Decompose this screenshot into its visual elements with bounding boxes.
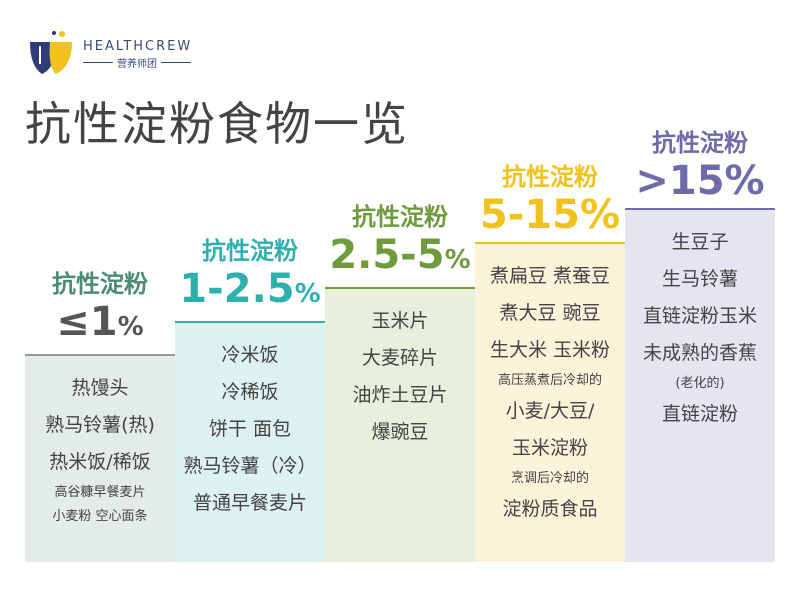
range-unit: %	[444, 245, 471, 275]
food-item: 直链淀粉	[661, 403, 738, 425]
column-box: 玉米片大麦碎片油炸土豆片爆豌豆	[325, 287, 475, 562]
food-item: 高谷糠早餐麦片	[54, 485, 146, 500]
brand-sub-text: 营养师团	[113, 59, 161, 70]
food-item: (老化的)	[675, 376, 725, 391]
food-item: 熟马铃薯(热)	[45, 414, 155, 436]
food-item: 热馒头	[71, 377, 129, 399]
logo-icon	[30, 31, 72, 74]
food-item: 普通早餐麦片	[192, 492, 307, 514]
brand: HEALTHCREW	[83, 39, 193, 54]
food-item: 热米饭/稀饭	[49, 451, 151, 473]
food-item: 小麦粉 空心面条	[52, 509, 148, 524]
column-box: 热馒头熟马铃薯(热) 热米饭/稀饭高谷糠早餐麦片 小麦粉 空心面条	[25, 354, 175, 562]
food-item: 烹调后冷却的	[510, 471, 589, 486]
food-item: 生马铃薯	[661, 268, 738, 290]
range-value: >15	[635, 158, 725, 204]
column-label: 抗性淀粉	[352, 203, 448, 231]
column-box: 煮扁豆 煮蚕豆 煮大豆 豌豆 生大米 玉米粉高压蒸煮后冷却的小麦/大豆/玉米淀粉烹调…	[475, 242, 625, 562]
range-unit: %	[724, 158, 765, 204]
range-value: 2.5-5	[329, 232, 445, 278]
food-item: 冷稀饭	[221, 381, 279, 403]
range-unit: %	[117, 312, 144, 342]
range: 2.5-5%	[325, 232, 475, 283]
food-item: 爆豌豆	[371, 421, 429, 443]
column: 抗性淀粉 ≤1% 热馒头熟马铃薯(热) 热米饭/稀饭高谷糠早餐麦片 小麦粉 空心面条	[25, 254, 175, 562]
range-value: 1-2.5	[179, 266, 295, 312]
column: 抗性淀粉 2.5-5% 玉米片 大麦碎片 油炸土豆片 爆豌豆	[325, 187, 475, 562]
range-value: ≤1	[56, 299, 118, 345]
food-item: 煮扁豆 煮蚕豆	[489, 265, 611, 287]
column: 抗性淀粉 >15% 生豆子生马铃薯直链淀粉玉米 未成熟的香蕉 (老化的) 直链淀粉	[625, 108, 775, 562]
food-item: 高压蒸煮后冷却的	[497, 373, 602, 388]
column-head: 抗性淀粉 ≤1%	[25, 254, 175, 354]
brand-sub: 营养师团	[83, 55, 191, 70]
food-item: 未成熟的香蕉	[642, 342, 757, 364]
title: 抗性淀粉食物一览	[25, 97, 409, 151]
food-item: 熟马铃薯（冷）	[183, 455, 317, 477]
food-item: 煮大豆 豌豆	[499, 302, 601, 324]
range-value: 5-15	[479, 192, 581, 238]
food-item: 生大米 玉米粉	[489, 339, 611, 361]
range: 1-2.5%	[175, 266, 325, 317]
range: ≤1%	[25, 299, 175, 350]
range: 5-15%	[475, 192, 625, 238]
column-label: 抗性淀粉	[52, 270, 148, 298]
column-box: 冷米饭冷稀饭饼干 面包熟马铃薯（冷） 普通早餐麦片	[175, 321, 325, 562]
column-label: 抗性淀粉	[202, 237, 298, 265]
food-item: 玉米淀粉	[511, 437, 588, 459]
food-item: 淀粉质食品	[502, 498, 598, 520]
column-label: 抗性淀粉	[652, 129, 748, 157]
food-item: 饼干 面包	[208, 418, 292, 440]
column-head: 抗性淀粉 >15%	[625, 108, 775, 208]
column: 抗性淀粉 5-15% 煮扁豆 煮蚕豆 煮大豆 豌豆 生大米 玉米粉 高压蒸煮后冷却的 小麦/…	[475, 142, 625, 562]
column-label: 抗性淀粉	[502, 163, 598, 191]
food-item: 生豆子	[671, 231, 729, 253]
food-item: 大麦碎片	[361, 347, 438, 369]
column: 抗性淀粉 1-2.5% 冷米饭冷稀饭饼干 面包熟马铃薯（冷） 普通早餐麦片	[175, 221, 325, 562]
food-item: 直链淀粉玉米	[642, 305, 757, 327]
range-unit: %	[294, 279, 321, 309]
column-head: 抗性淀粉 2.5-5%	[325, 187, 475, 287]
column-box: 生豆子生马铃薯直链淀粉玉米 未成熟的香蕉 (老化的) 直链淀粉	[625, 208, 775, 562]
food-item: 油炸土豆片	[352, 384, 448, 406]
range: >15%	[625, 158, 775, 204]
range-unit: %	[580, 192, 621, 238]
food-item: 玉米片	[371, 310, 429, 332]
column-head: 抗性淀粉 1-2.5%	[175, 221, 325, 321]
column-head: 抗性淀粉 5-15%	[475, 142, 625, 242]
food-item: 冷米饭	[221, 344, 279, 366]
food-item: 小麦/大豆/	[505, 400, 595, 422]
